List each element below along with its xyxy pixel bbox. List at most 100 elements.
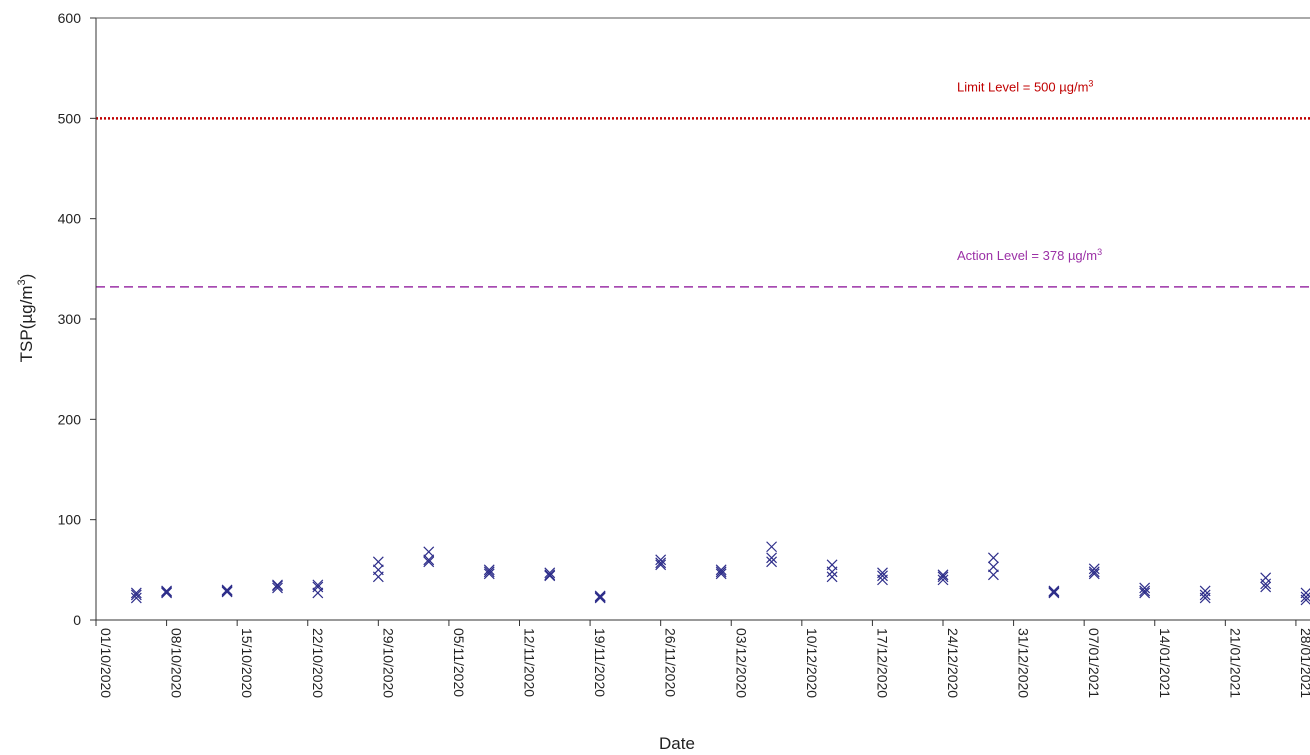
data-point	[1260, 578, 1272, 590]
data-point	[1139, 585, 1151, 597]
y-axis-title-mu: µ	[17, 314, 36, 324]
data-point	[544, 569, 556, 581]
data-point	[987, 569, 999, 581]
data-point	[161, 587, 173, 599]
data-point	[987, 552, 999, 564]
data-point	[483, 566, 495, 578]
y-tick-label: 200	[58, 411, 82, 427]
y-axis-title-suffix: )	[17, 274, 36, 280]
y-tick-label: 0	[73, 612, 81, 628]
x-tick-label: 01/10/2020	[98, 628, 114, 698]
data-point	[221, 586, 233, 598]
y-axis-title-superscript: 3	[16, 279, 28, 285]
y-tick-label: 500	[58, 110, 82, 126]
data-point	[272, 580, 283, 592]
x-tick-label: 26/11/2020	[663, 628, 679, 697]
reference-lines: Limit Level = 500 µg/m3 Action Level = 37…	[96, 78, 1310, 288]
data-point	[372, 556, 384, 568]
x-tick-label: 10/12/2020	[804, 628, 820, 698]
data-point	[715, 568, 727, 580]
data-point	[130, 592, 142, 604]
data-point	[423, 556, 435, 568]
data-point	[826, 566, 838, 578]
y-tick-label: 600	[58, 10, 82, 26]
data-point	[655, 554, 667, 566]
data-point	[987, 561, 999, 573]
data-points	[130, 541, 1310, 606]
data-point	[312, 579, 324, 591]
data-point	[1199, 592, 1211, 604]
data-point	[766, 556, 778, 568]
x-tick-label: 24/12/2020	[945, 628, 961, 698]
x-tick-label: 08/10/2020	[169, 628, 185, 698]
x-tick-label: 17/12/2020	[874, 628, 890, 698]
data-point	[715, 566, 727, 578]
data-point	[655, 559, 667, 571]
data-point	[877, 574, 888, 586]
x-tick-label: 07/01/2021	[1086, 628, 1102, 698]
data-point	[1088, 566, 1100, 578]
data-point	[483, 568, 495, 580]
data-point	[1088, 568, 1100, 580]
data-point	[1199, 589, 1211, 601]
y-axis-ticks: 0 100 200 300 400 500 600	[58, 10, 96, 628]
data-point	[1300, 591, 1310, 603]
y-tick-label: 300	[58, 311, 82, 327]
y-axis-title-prefix: TSP(	[17, 323, 36, 362]
data-point	[423, 546, 435, 558]
axes	[95, 17, 1310, 621]
data-point	[1048, 586, 1060, 598]
reference-line-label: Action Level = 378 µg/m3	[957, 247, 1102, 263]
x-tick-label: 28/01/2021	[1298, 628, 1310, 698]
reference-line-label: Limit Level = 500 µg/m3	[957, 78, 1093, 94]
data-point	[161, 585, 173, 597]
y-axis-title: TSP(µg/m3)	[16, 274, 36, 363]
data-point	[423, 554, 435, 566]
data-point	[937, 571, 949, 583]
data-point	[877, 570, 888, 582]
data-point	[655, 557, 667, 569]
x-tick-label: 12/11/2020	[522, 628, 538, 697]
data-point	[221, 585, 233, 597]
data-point	[715, 564, 727, 576]
data-point	[1048, 587, 1060, 599]
x-axis-ticks: 01/10/2020 08/10/2020 15/10/2020 22/10/2020…	[95, 620, 1310, 698]
data-point	[1048, 585, 1060, 597]
data-point	[826, 571, 838, 583]
y-tick-label: 100	[58, 512, 82, 528]
data-point	[372, 571, 384, 583]
data-point	[1260, 581, 1272, 593]
data-point	[130, 589, 142, 601]
x-tick-label: 15/10/2020	[239, 628, 255, 698]
data-point	[1139, 582, 1151, 594]
data-point	[766, 541, 778, 553]
data-point	[272, 582, 283, 594]
x-tick-label: 14/01/2021	[1157, 628, 1173, 698]
data-point	[1260, 572, 1272, 584]
data-point	[1088, 563, 1100, 575]
y-axis-title-unit: g/m	[17, 285, 36, 313]
data-point	[161, 586, 173, 598]
data-point	[594, 592, 606, 604]
data-point	[1139, 587, 1151, 599]
data-point	[544, 570, 556, 582]
data-point	[130, 587, 142, 599]
y-tick-label: 400	[58, 211, 82, 227]
x-tick-label: 22/10/2020	[310, 628, 326, 698]
data-point	[1300, 594, 1310, 606]
data-point	[594, 591, 606, 603]
x-axis-title: Date	[659, 734, 695, 753]
data-point	[483, 564, 495, 576]
x-tick-label: 03/12/2020	[733, 628, 749, 698]
x-tick-label: 19/11/2020	[592, 628, 608, 697]
data-point	[312, 581, 324, 593]
data-point	[594, 590, 606, 602]
data-point	[272, 579, 283, 591]
x-tick-label: 29/10/2020	[380, 628, 396, 698]
x-tick-label: 05/11/2020	[451, 628, 467, 697]
data-point	[544, 567, 556, 579]
data-point	[312, 587, 324, 599]
data-point	[937, 574, 949, 586]
